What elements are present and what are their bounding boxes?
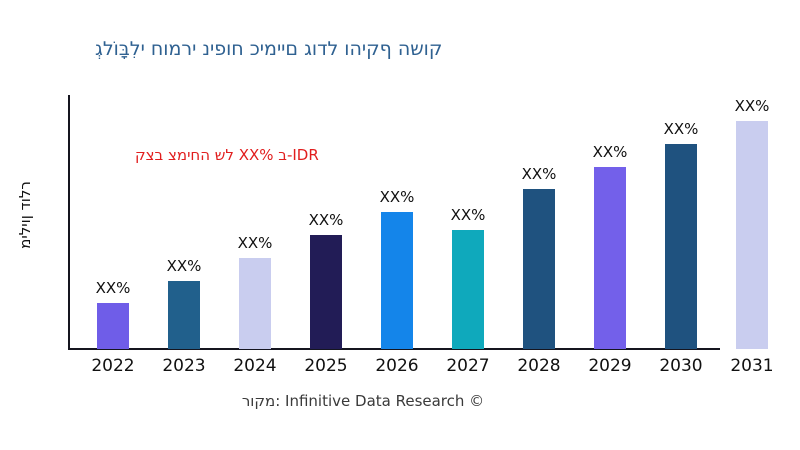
bar-value-label-2028: XX% xyxy=(521,164,557,183)
x-tick-label-2030: 2030 xyxy=(659,356,703,376)
bar-2029 xyxy=(594,166,626,349)
bar-2022 xyxy=(97,302,129,349)
x-tick-label-2029: 2029 xyxy=(588,356,632,376)
growth-rate-annotation: קצב צמיחה של XX% ב-IDR xyxy=(135,146,319,164)
x-axis-spine xyxy=(68,348,720,350)
bar-value-label-2030: XX% xyxy=(663,119,699,138)
bar-value-label-2031: XX% xyxy=(734,96,770,115)
x-tick-label-2024: 2024 xyxy=(233,356,277,376)
bar-2023 xyxy=(168,280,200,349)
bar-2024 xyxy=(239,257,271,349)
bar-2026 xyxy=(381,211,413,349)
bar-2030 xyxy=(665,143,697,349)
x-tick-label-2022: 2022 xyxy=(91,356,135,376)
bar-value-label-2027: XX% xyxy=(450,205,486,224)
bar-value-label-2029: XX% xyxy=(592,142,628,161)
bar-2031 xyxy=(736,120,768,349)
x-tick-label-2031: 2031 xyxy=(730,356,774,376)
y-axis-label: מיליון דולר xyxy=(16,181,34,249)
x-tick-label-2028: 2028 xyxy=(517,356,561,376)
x-tick-label-2026: 2026 xyxy=(375,356,419,376)
source-caption: מקור: Infinitive Data Research © xyxy=(241,392,485,410)
bar-value-label-2024: XX% xyxy=(237,233,273,252)
x-tick-label-2027: 2027 xyxy=(446,356,490,376)
bar-value-label-2026: XX% xyxy=(379,187,415,206)
bar-2025 xyxy=(310,234,342,349)
bar-value-label-2022: XX% xyxy=(95,278,131,297)
bar-2028 xyxy=(523,188,555,349)
y-axis-spine xyxy=(68,95,70,350)
chart-title: גְלוֹבָּלִי חומרי ניפוח כימיים גודל והיק… xyxy=(95,38,443,60)
x-tick-label-2023: 2023 xyxy=(162,356,206,376)
bar-value-label-2025: XX% xyxy=(308,210,344,229)
bar-2027 xyxy=(452,229,484,349)
x-tick-label-2025: 2025 xyxy=(304,356,348,376)
bar-value-label-2023: XX% xyxy=(166,256,202,275)
